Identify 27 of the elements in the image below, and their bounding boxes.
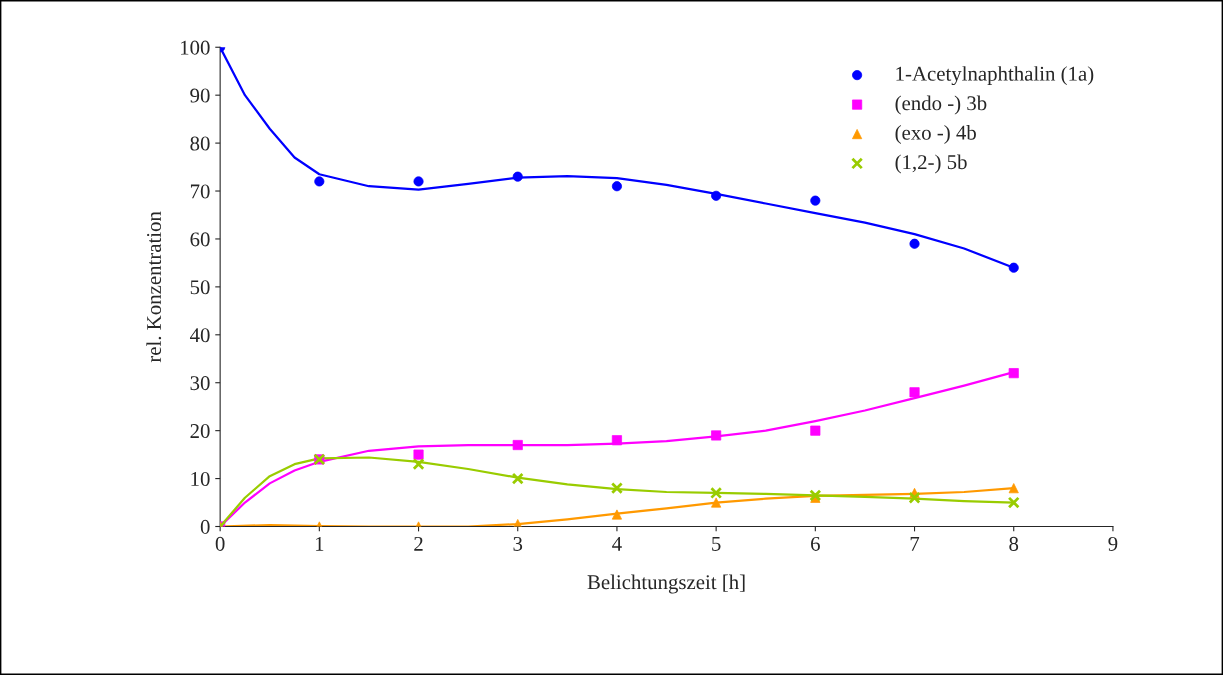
x-tick-label: 6 xyxy=(811,536,820,551)
y-tick-label: 90 xyxy=(190,88,210,103)
y-tick-label: 100 xyxy=(181,40,210,55)
y-tick-label: 80 xyxy=(190,136,210,151)
y-tick-label: 50 xyxy=(190,280,210,295)
y-tick-label: 70 xyxy=(190,184,210,199)
y-tick-label: 20 xyxy=(190,424,210,439)
legend-label: (1,2-) 5b xyxy=(895,154,967,174)
legend-label: 1-Acetylnaphthalin (1a) xyxy=(896,66,1094,86)
y-tick-label: 30 xyxy=(190,376,210,391)
x-tick-label: 3 xyxy=(513,536,523,551)
legend-label: (exo -) 4b xyxy=(895,125,976,144)
y-tick-label: 60 xyxy=(190,232,210,247)
x-axis-title: Belichtungszeit [h] xyxy=(587,574,745,594)
x-tick-label: 0 xyxy=(215,536,225,551)
x-tick-label: 2 xyxy=(414,536,423,551)
x-tick-label: 5 xyxy=(712,537,721,551)
legend-label: (endo -) 3b xyxy=(895,95,987,115)
x-tick-label: 4 xyxy=(612,536,622,551)
y-tick-label: 10 xyxy=(191,471,210,487)
x-tick-label: 9 xyxy=(1108,536,1118,551)
y-axis-title: rel. Konzentration xyxy=(146,211,162,363)
y-tick-label: 40 xyxy=(189,328,210,343)
x-tick-label: 8 xyxy=(1009,536,1019,551)
x-tick-label: 1 xyxy=(315,536,324,551)
y-tick-label: 0 xyxy=(200,519,210,534)
x-tick-label: 7 xyxy=(910,537,920,551)
